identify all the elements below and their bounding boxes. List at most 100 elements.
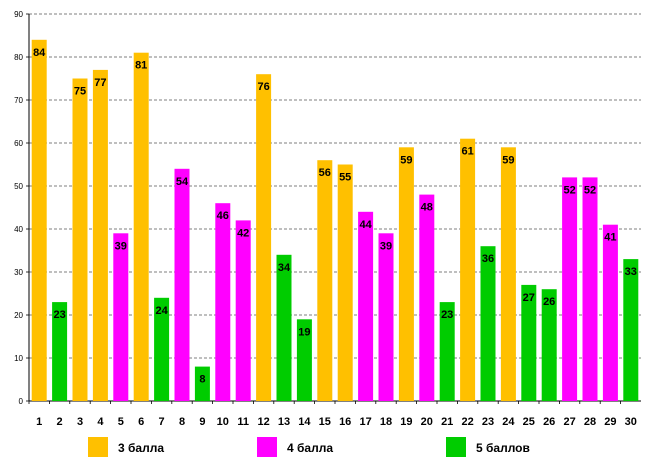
data-label: 24 bbox=[155, 305, 168, 317]
x-tick-label: 30 bbox=[625, 416, 637, 428]
data-label: 81 bbox=[135, 60, 147, 72]
x-tick-label: 8 bbox=[179, 416, 185, 428]
x-tick-label: 10 bbox=[217, 416, 229, 428]
bar bbox=[235, 220, 251, 401]
data-label: 52 bbox=[584, 184, 596, 196]
x-tick-label: 13 bbox=[278, 416, 290, 428]
legend-label: 4 балла bbox=[287, 441, 333, 455]
bar bbox=[419, 194, 435, 401]
bar bbox=[562, 177, 578, 401]
y-tick-label: 10 bbox=[14, 354, 23, 363]
bar bbox=[602, 224, 618, 401]
x-tick-label: 19 bbox=[400, 416, 412, 428]
bar bbox=[72, 78, 88, 401]
data-label: 34 bbox=[278, 262, 291, 274]
data-label: 77 bbox=[94, 77, 106, 89]
legend-item: 4 балла bbox=[257, 437, 333, 457]
data-label: 23 bbox=[441, 309, 453, 321]
bar bbox=[582, 177, 598, 401]
x-tick-label: 7 bbox=[159, 416, 165, 428]
data-label: 52 bbox=[563, 184, 575, 196]
y-tick-label: 0 bbox=[19, 397, 24, 406]
data-label: 59 bbox=[502, 154, 514, 166]
x-tick-label: 22 bbox=[461, 416, 473, 428]
x-tick-labels: 1 2 3 4 5 6 7 8 9 10 11 12 13 14 15 16 17 18 19 20 21 22 23 24 2… bbox=[36, 416, 637, 428]
data-label: 26 bbox=[543, 296, 555, 308]
x-tick-label: 27 bbox=[563, 416, 575, 428]
x-tick-label: 23 bbox=[482, 416, 494, 428]
bar bbox=[378, 233, 394, 401]
data-label: 39 bbox=[380, 240, 392, 252]
bar bbox=[541, 289, 557, 401]
data-label: 41 bbox=[604, 232, 616, 244]
bar bbox=[358, 211, 374, 401]
legend-item: 5 баллов bbox=[446, 437, 530, 457]
x-tick-label: 17 bbox=[359, 416, 371, 428]
data-label: 84 bbox=[33, 47, 46, 59]
y-tick-label: 40 bbox=[14, 225, 23, 234]
bar bbox=[92, 69, 108, 402]
y-tick-label: 70 bbox=[14, 96, 23, 105]
x-tick-label: 3 bbox=[77, 416, 83, 428]
x-tick-label: 4 bbox=[97, 416, 104, 428]
legend: 3 балла 4 балла 5 баллов bbox=[88, 437, 530, 457]
bar bbox=[256, 74, 272, 401]
x-tick-label: 6 bbox=[138, 416, 144, 428]
bar bbox=[500, 147, 516, 401]
data-label: 46 bbox=[217, 210, 229, 222]
bar bbox=[521, 284, 537, 401]
legend-label: 3 балла bbox=[118, 441, 164, 455]
bar bbox=[337, 164, 353, 401]
bar bbox=[113, 233, 129, 401]
bar bbox=[480, 246, 496, 401]
data-label: 39 bbox=[115, 240, 127, 252]
x-tick-label: 9 bbox=[199, 416, 205, 428]
data-label: 42 bbox=[237, 227, 249, 239]
x-tick-label: 29 bbox=[604, 416, 616, 428]
x-tick-label: 12 bbox=[257, 416, 269, 428]
bar bbox=[194, 366, 210, 401]
bar bbox=[174, 168, 190, 401]
y-tick-label: 30 bbox=[14, 268, 23, 277]
bar bbox=[215, 203, 231, 401]
bar bbox=[317, 160, 333, 401]
x-tick-label: 11 bbox=[237, 416, 249, 428]
bar bbox=[439, 302, 455, 401]
bar bbox=[623, 259, 639, 401]
y-tick-label: 80 bbox=[14, 53, 23, 62]
data-label: 8 bbox=[199, 374, 205, 386]
data-label: 75 bbox=[74, 86, 86, 98]
x-tick-label: 5 bbox=[118, 416, 124, 428]
bar bbox=[133, 52, 149, 401]
data-label: 27 bbox=[523, 292, 535, 304]
data-label: 55 bbox=[339, 172, 351, 184]
x-tick-label: 18 bbox=[380, 416, 392, 428]
bars bbox=[31, 39, 639, 402]
axes bbox=[26, 13, 641, 404]
x-tick-label: 1 bbox=[36, 416, 42, 428]
y-tick-label: 60 bbox=[14, 139, 23, 148]
x-tick-label: 24 bbox=[502, 416, 515, 428]
data-label: 44 bbox=[359, 219, 372, 231]
data-label: 33 bbox=[625, 266, 637, 278]
data-label: 19 bbox=[298, 326, 310, 338]
legend-swatch bbox=[446, 437, 466, 457]
x-tick-label: 26 bbox=[543, 416, 555, 428]
x-tick-label: 28 bbox=[584, 416, 596, 428]
y-tick-label: 20 bbox=[14, 311, 23, 320]
legend-label: 5 баллов bbox=[476, 441, 530, 455]
bar bbox=[460, 138, 476, 401]
legend-item: 3 балла bbox=[88, 437, 164, 457]
y-tick-labels: 0 10 20 30 40 50 60 70 80 90 bbox=[14, 10, 23, 406]
bar bbox=[52, 302, 68, 401]
bar bbox=[31, 39, 47, 402]
bar bbox=[276, 254, 292, 401]
x-tick-label: 2 bbox=[57, 416, 63, 428]
bar bbox=[398, 147, 414, 401]
data-labels: 84 23 75 77 39 81 24 54 8 46 42 76 34 19 56 55 44 39 59 48 2… bbox=[33, 47, 637, 386]
y-tick-label: 50 bbox=[14, 182, 23, 191]
data-label: 56 bbox=[319, 167, 331, 179]
data-label: 61 bbox=[461, 146, 473, 158]
legend-swatch bbox=[257, 437, 277, 457]
